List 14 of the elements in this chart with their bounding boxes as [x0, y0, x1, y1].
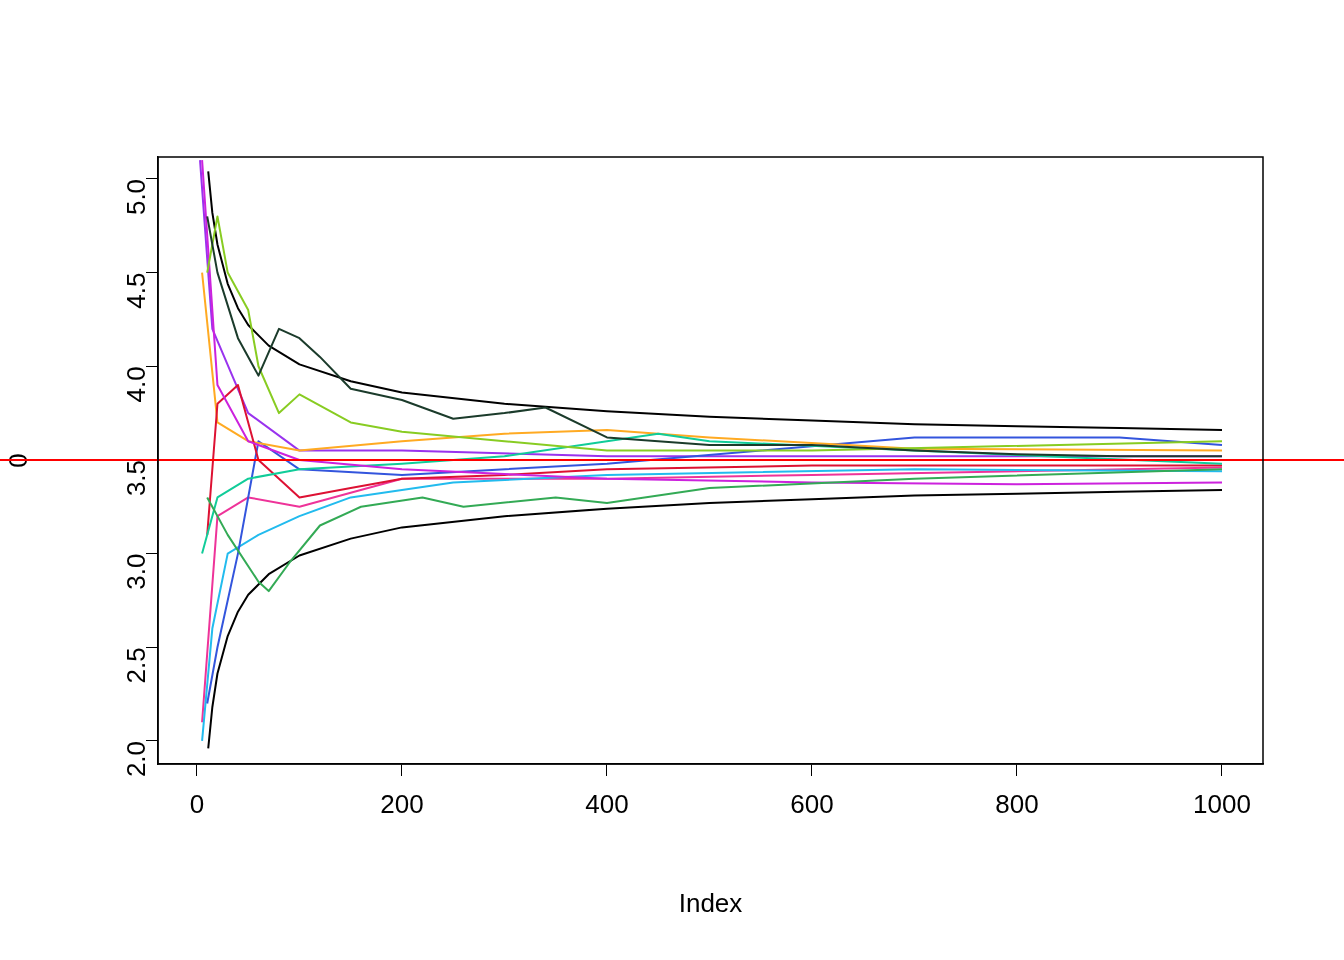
y-tick-label: 3.5 — [121, 459, 152, 497]
x-tick-label: 200 — [380, 788, 424, 819]
y-tick-label: 2.5 — [121, 647, 152, 684]
x-tick-label: 800 — [995, 788, 1039, 819]
x-tick-label: 600 — [790, 788, 834, 819]
x-tick-label: 0 — [189, 788, 205, 819]
y-tick-label: 4.5 — [121, 272, 152, 309]
y-tick-label: 4.0 — [121, 366, 152, 403]
x-tick-label: 1000 — [1193, 788, 1251, 819]
y-tick-label: 3.0 — [121, 553, 152, 590]
x-axis-title: Index — [678, 887, 743, 918]
y-tick-label: 5.0 — [121, 178, 152, 216]
y-tick-label: 2.0 — [121, 740, 152, 778]
x-tick-label: 400 — [585, 788, 629, 819]
